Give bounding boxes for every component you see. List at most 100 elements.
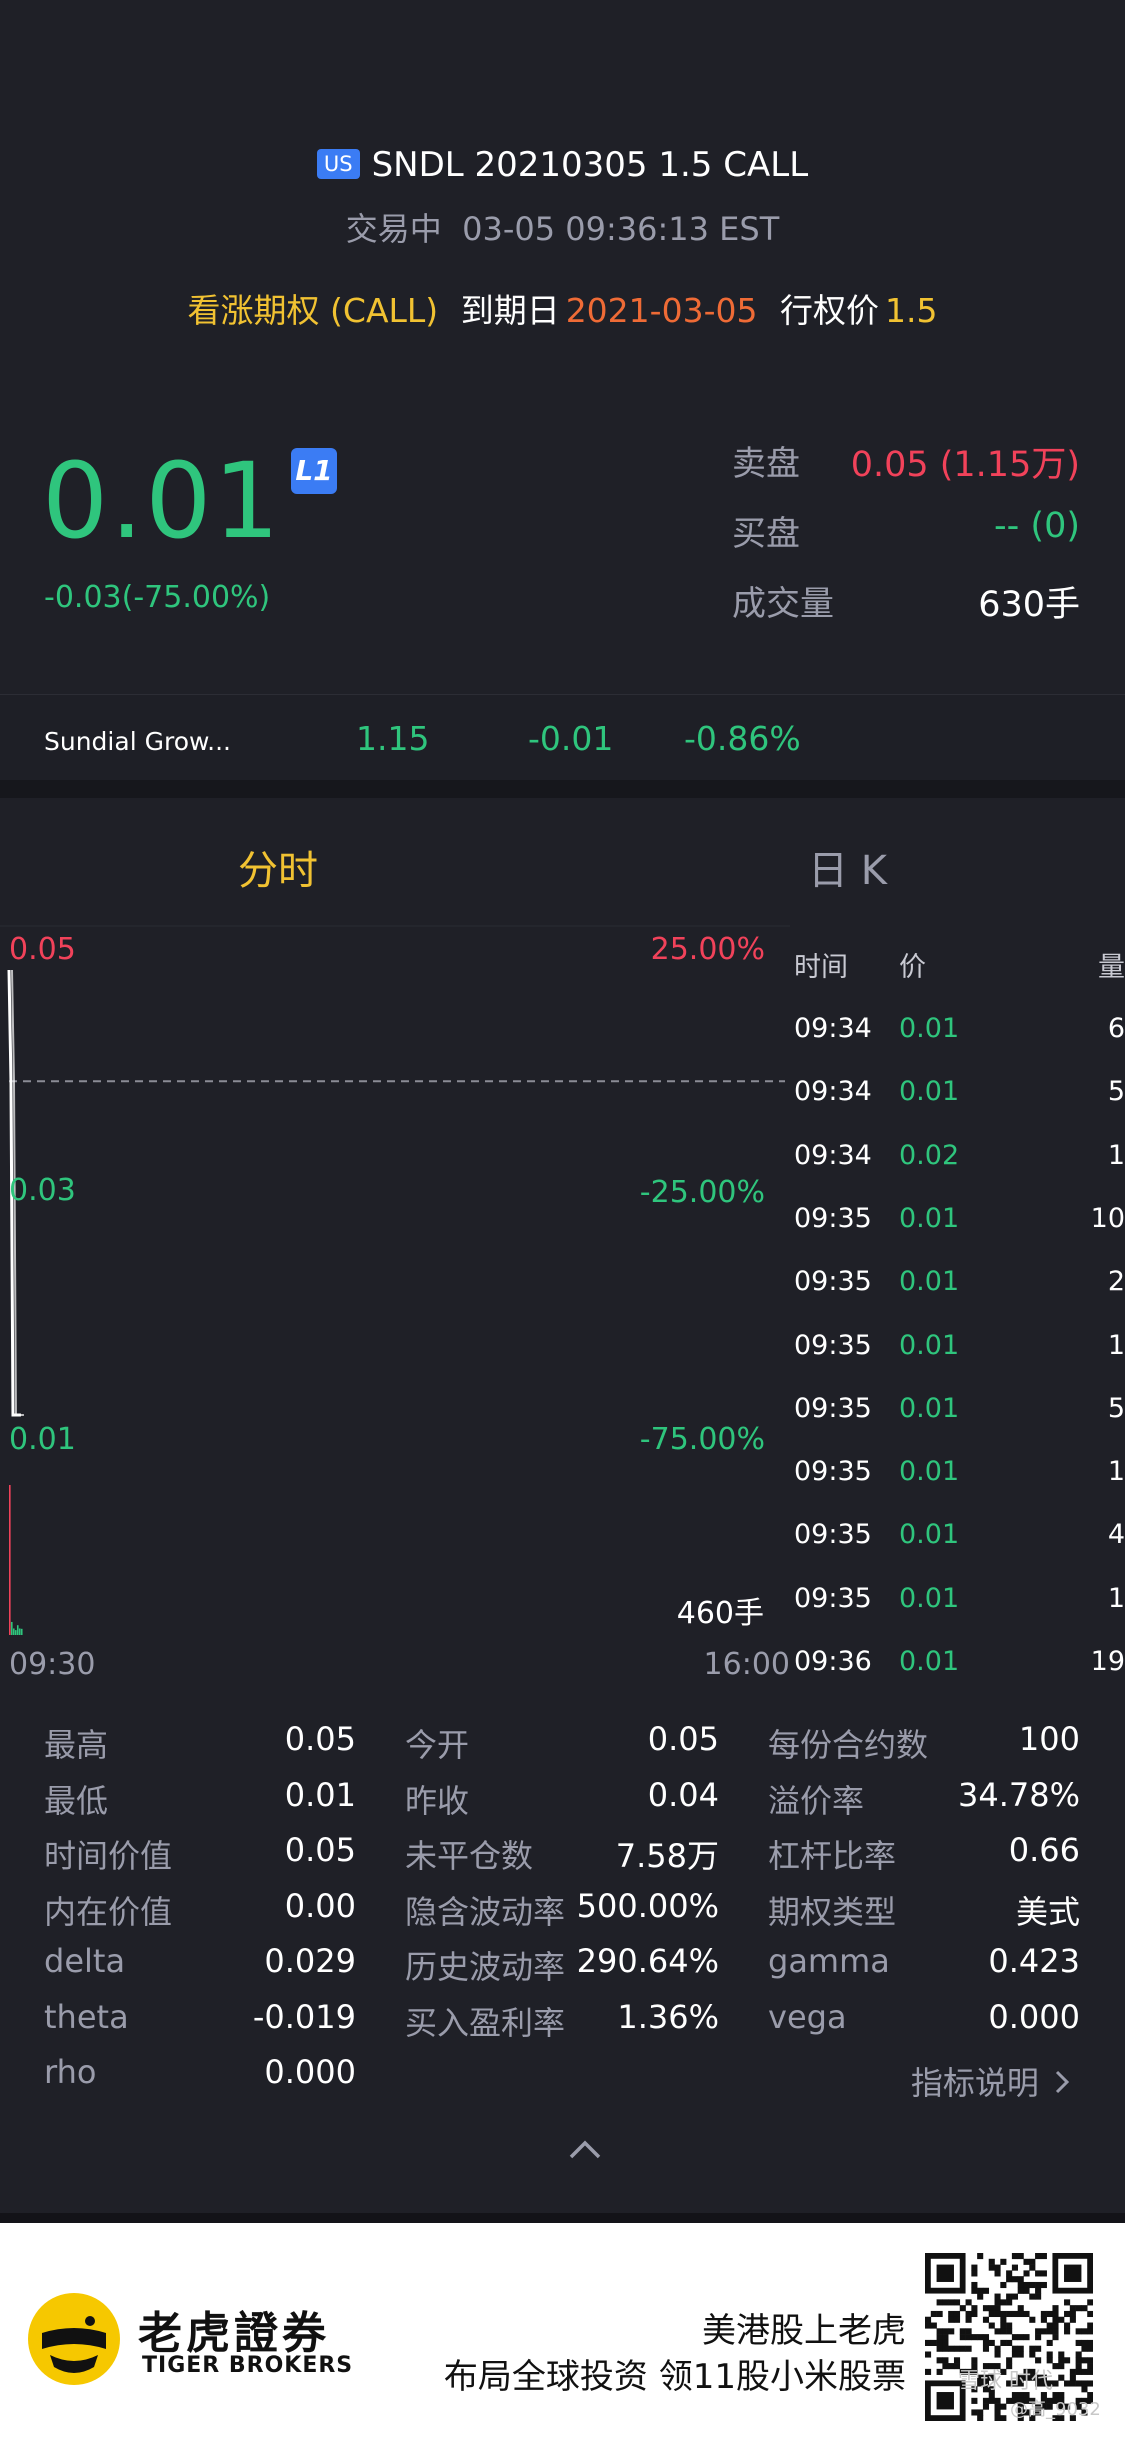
qr-module xyxy=(1087,2310,1093,2318)
qr-module xyxy=(1000,2328,1007,2335)
chart-volume-max: 460手 xyxy=(676,1596,764,1631)
qr-module xyxy=(1075,2380,1082,2387)
stat-value: 7.58万 xyxy=(615,1837,719,1875)
qr-module xyxy=(971,2270,978,2277)
volume-bar xyxy=(12,1628,15,1635)
qr-module xyxy=(953,2363,961,2370)
qr-module xyxy=(1029,2374,1036,2381)
qr-module xyxy=(1023,2287,1030,2294)
qr-module xyxy=(1069,2310,1076,2318)
qr-module xyxy=(1069,2374,1076,2381)
qr-module xyxy=(988,2339,995,2346)
qr-module xyxy=(1046,2310,1053,2318)
qr-module xyxy=(1052,2363,1059,2370)
qr-module xyxy=(1011,2334,1018,2341)
qr-module xyxy=(1069,2415,1076,2421)
qr-module xyxy=(1029,2258,1036,2265)
qr-module xyxy=(1081,2397,1088,2404)
qr-module xyxy=(1040,2403,1047,2410)
trade-qty: 5 xyxy=(1107,1076,1125,1108)
qr-module xyxy=(982,2305,990,2312)
tab-intraday[interactable]: 分时 xyxy=(238,848,318,894)
underlying-price: 1.15 xyxy=(356,719,430,758)
stat-label: delta xyxy=(44,1942,126,1980)
qr-module xyxy=(1006,2299,1013,2306)
qr-module xyxy=(1052,2316,1059,2323)
qr-module xyxy=(971,2368,978,2375)
qr-module xyxy=(1006,2310,1013,2318)
qr-module xyxy=(959,2345,966,2352)
qr-module xyxy=(982,2339,990,2346)
qr-module xyxy=(1052,2392,1059,2399)
trade-row: 09:34 0.01 5 xyxy=(790,1076,1125,1139)
qr-module xyxy=(1029,2345,1036,2352)
chart-time-start: 09:30 xyxy=(9,1647,96,1682)
contract-title: US SNDL 20210305 1.5 CALL xyxy=(0,145,1125,185)
stat-label: 隐含波动率 xyxy=(405,1892,566,1931)
option-info-row: 看涨期权 (CALL) 到期日 2021-03-05 行权价 1.5 xyxy=(0,284,1125,332)
trade-row: 09:35 0.01 10 xyxy=(790,1203,1125,1266)
qr-module xyxy=(1011,2264,1018,2271)
underlying-row[interactable]: Sundial Grow... 1.15 -0.01 -0.86% xyxy=(0,694,1125,780)
qr-module xyxy=(994,2345,1001,2352)
qr-module xyxy=(1064,2322,1071,2329)
qr-module xyxy=(1040,2380,1047,2387)
tab-daily-k[interactable]: 日 K xyxy=(808,848,887,894)
qr-module xyxy=(994,2264,1001,2271)
qr-module xyxy=(971,2409,978,2416)
qr-module xyxy=(1029,2351,1036,2358)
promo-footer: 老虎證券 TIGER BROKERS 美港股上老虎 布局全球投资 领11股小米股… xyxy=(0,2213,1125,2448)
qr-module xyxy=(925,2339,932,2346)
qr-module xyxy=(1064,2380,1071,2387)
qr-module xyxy=(1017,2409,1024,2416)
trading-status-label: 交易中 xyxy=(345,210,442,248)
qr-module xyxy=(1035,2281,1042,2289)
promo-line-2: 布局全球投资 领11股小米股票 xyxy=(443,2357,906,2397)
volume-label: 成交量 xyxy=(732,584,834,624)
qr-module xyxy=(982,2380,990,2387)
qr-finder xyxy=(1064,2264,1082,2282)
indicator-explanation-link[interactable]: 指标说明 xyxy=(911,2058,1073,2104)
qr-module xyxy=(1035,2270,1042,2277)
qr-module xyxy=(977,2374,984,2381)
chevron-up-icon[interactable] xyxy=(567,2135,603,2165)
trade-qty: 1 xyxy=(1107,1139,1125,1171)
trade-qty: 1 xyxy=(1107,1329,1125,1361)
stat-value: 100 xyxy=(1018,1720,1080,1758)
stat-label: 今开 xyxy=(405,1726,470,1764)
qr-module xyxy=(1017,2380,1024,2387)
qr-module xyxy=(1075,2397,1082,2404)
qr-module xyxy=(1006,2270,1013,2277)
qr-module xyxy=(1087,2299,1093,2306)
qr-module xyxy=(1006,2363,1013,2370)
qr-module xyxy=(1064,2357,1071,2364)
qr-module xyxy=(1000,2281,1007,2289)
qr-module xyxy=(942,2357,949,2364)
qr-module xyxy=(936,2310,943,2318)
qr-module xyxy=(988,2397,995,2404)
qr-module xyxy=(1058,2363,1065,2370)
qr-module xyxy=(1081,2386,1088,2393)
qr-module xyxy=(1006,2328,1013,2335)
stat-value: 0.05 xyxy=(284,1831,356,1869)
qr-module xyxy=(1000,2339,1007,2346)
qr-module xyxy=(1000,2316,1007,2323)
level-one-badge[interactable]: L1 xyxy=(291,448,337,494)
qr-module xyxy=(982,2345,990,2352)
trade-price: 0.01 xyxy=(899,1392,960,1424)
intraday-chart[interactable]: 0.05 25.00% 0.03 -25.00% 0.01 -75.00% 46… xyxy=(0,925,790,1695)
qr-module xyxy=(971,2386,978,2393)
strike-label: 行权价 xyxy=(779,291,879,330)
stat-label: 买入盈利率 xyxy=(405,2003,566,2042)
qr-module xyxy=(988,2363,995,2370)
volume-bar xyxy=(9,1485,11,1635)
qr-module xyxy=(1052,2305,1059,2312)
trades-header-time: 时间 xyxy=(794,952,848,983)
trade-row: 09:35 0.01 2 xyxy=(790,1266,1125,1329)
qr-module xyxy=(1040,2270,1047,2277)
qr-module xyxy=(1011,2351,1018,2358)
trade-time: 09:35 xyxy=(794,1202,872,1234)
qr-module xyxy=(1040,2374,1047,2381)
qr-module xyxy=(1046,2322,1053,2329)
qr-module xyxy=(1035,2293,1042,2300)
